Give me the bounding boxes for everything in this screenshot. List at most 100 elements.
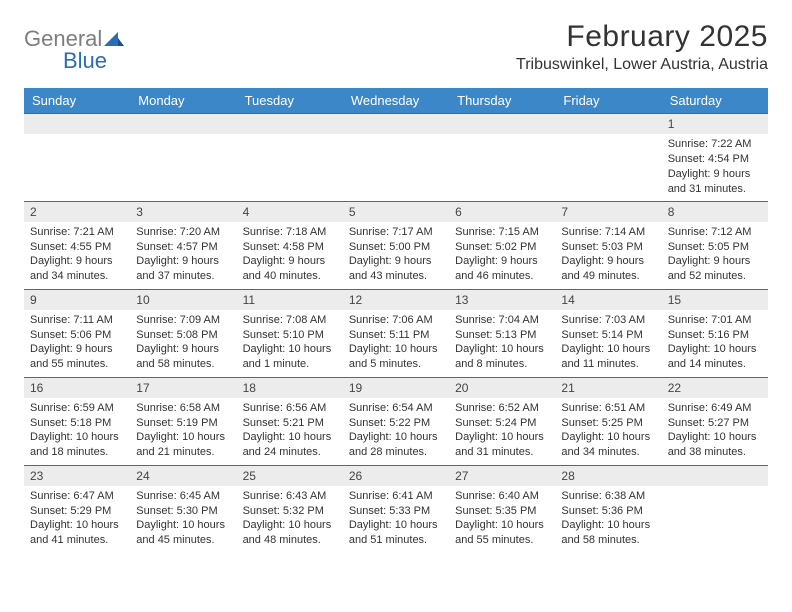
calendar-cell: [555, 113, 661, 201]
day-detail-line: Daylight: 10 hours and 58 minutes.: [561, 518, 655, 548]
day-detail-line: Sunset: 5:05 PM: [668, 240, 762, 255]
calendar-cell: 19Sunrise: 6:54 AMSunset: 5:22 PMDayligh…: [343, 377, 449, 465]
day-detail-line: Daylight: 10 hours and 18 minutes.: [30, 430, 124, 460]
day-detail-line: Sunset: 5:27 PM: [668, 416, 762, 431]
day-detail-line: Daylight: 10 hours and 1 minute.: [243, 342, 337, 372]
day-detail-line: Sunrise: 6:58 AM: [136, 401, 230, 416]
day-detail-line: Sunrise: 6:45 AM: [136, 489, 230, 504]
day-detail-line: Daylight: 9 hours and 49 minutes.: [561, 254, 655, 284]
day-detail-line: Sunset: 5:22 PM: [349, 416, 443, 431]
day-header: Wednesday: [343, 88, 449, 113]
day-detail-line: Sunrise: 7:20 AM: [136, 225, 230, 240]
day-number: [449, 113, 555, 134]
day-details: Sunrise: 7:12 AMSunset: 5:05 PMDaylight:…: [662, 222, 768, 288]
day-details: Sunrise: 7:01 AMSunset: 5:16 PMDaylight:…: [662, 310, 768, 376]
day-detail-line: Sunset: 5:03 PM: [561, 240, 655, 255]
day-details: Sunrise: 7:06 AMSunset: 5:11 PMDaylight:…: [343, 310, 449, 376]
calendar-cell: 10Sunrise: 7:09 AMSunset: 5:08 PMDayligh…: [130, 289, 236, 377]
calendar-cell: 4Sunrise: 7:18 AMSunset: 4:58 PMDaylight…: [237, 201, 343, 289]
day-detail-line: Sunrise: 6:52 AM: [455, 401, 549, 416]
day-details: Sunrise: 6:54 AMSunset: 5:22 PMDaylight:…: [343, 398, 449, 464]
day-detail-line: Daylight: 10 hours and 28 minutes.: [349, 430, 443, 460]
day-detail-line: Sunrise: 7:08 AM: [243, 313, 337, 328]
day-header: Monday: [130, 88, 236, 113]
day-details: Sunrise: 6:41 AMSunset: 5:33 PMDaylight:…: [343, 486, 449, 552]
calendar-cell: 7Sunrise: 7:14 AMSunset: 5:03 PMDaylight…: [555, 201, 661, 289]
day-header: Sunday: [24, 88, 130, 113]
day-details: Sunrise: 6:52 AMSunset: 5:24 PMDaylight:…: [449, 398, 555, 464]
day-detail-line: Sunset: 5:14 PM: [561, 328, 655, 343]
calendar-cell: 3Sunrise: 7:20 AMSunset: 4:57 PMDaylight…: [130, 201, 236, 289]
day-details: Sunrise: 7:17 AMSunset: 5:00 PMDaylight:…: [343, 222, 449, 288]
calendar-cell: 6Sunrise: 7:15 AMSunset: 5:02 PMDaylight…: [449, 201, 555, 289]
day-detail-line: Daylight: 9 hours and 55 minutes.: [30, 342, 124, 372]
day-detail-line: Sunrise: 6:51 AM: [561, 401, 655, 416]
day-details: [555, 134, 661, 141]
calendar-cell: 24Sunrise: 6:45 AMSunset: 5:30 PMDayligh…: [130, 465, 236, 553]
day-details: Sunrise: 6:45 AMSunset: 5:30 PMDaylight:…: [130, 486, 236, 552]
page-title: February 2025: [24, 20, 768, 54]
day-detail-line: Sunset: 5:08 PM: [136, 328, 230, 343]
day-details: Sunrise: 7:15 AMSunset: 5:02 PMDaylight:…: [449, 222, 555, 288]
day-detail-line: Daylight: 9 hours and 46 minutes.: [455, 254, 549, 284]
day-details: Sunrise: 6:47 AMSunset: 5:29 PMDaylight:…: [24, 486, 130, 552]
day-details: Sunrise: 7:14 AMSunset: 5:03 PMDaylight:…: [555, 222, 661, 288]
calendar-cell: 1Sunrise: 7:22 AMSunset: 4:54 PMDaylight…: [662, 113, 768, 201]
day-number: 10: [130, 289, 236, 310]
day-detail-line: Sunset: 4:57 PM: [136, 240, 230, 255]
day-number: [343, 113, 449, 134]
day-detail-line: Sunrise: 6:43 AM: [243, 489, 337, 504]
day-number: 12: [343, 289, 449, 310]
calendar-cell: 18Sunrise: 6:56 AMSunset: 5:21 PMDayligh…: [237, 377, 343, 465]
calendar-cell: 11Sunrise: 7:08 AMSunset: 5:10 PMDayligh…: [237, 289, 343, 377]
calendar-cell: [662, 465, 768, 553]
day-detail-line: Sunrise: 7:04 AM: [455, 313, 549, 328]
day-number: 26: [343, 465, 449, 486]
day-details: Sunrise: 7:04 AMSunset: 5:13 PMDaylight:…: [449, 310, 555, 376]
day-detail-line: Sunset: 4:54 PM: [668, 152, 762, 167]
day-details: [449, 134, 555, 141]
day-number: 28: [555, 465, 661, 486]
day-details: Sunrise: 7:09 AMSunset: 5:08 PMDaylight:…: [130, 310, 236, 376]
day-details: Sunrise: 6:43 AMSunset: 5:32 PMDaylight:…: [237, 486, 343, 552]
day-detail-line: Sunrise: 7:11 AM: [30, 313, 124, 328]
day-number: 25: [237, 465, 343, 486]
day-detail-line: Daylight: 10 hours and 45 minutes.: [136, 518, 230, 548]
day-details: Sunrise: 6:51 AMSunset: 5:25 PMDaylight:…: [555, 398, 661, 464]
day-number: 14: [555, 289, 661, 310]
day-detail-line: Daylight: 9 hours and 58 minutes.: [136, 342, 230, 372]
day-detail-line: Sunset: 5:18 PM: [30, 416, 124, 431]
day-number: 5: [343, 201, 449, 222]
day-detail-line: Sunrise: 6:40 AM: [455, 489, 549, 504]
calendar-cell: [343, 113, 449, 201]
day-header: Friday: [555, 88, 661, 113]
day-header-row: Sunday Monday Tuesday Wednesday Thursday…: [24, 88, 768, 113]
day-number: 21: [555, 377, 661, 398]
day-number: 19: [343, 377, 449, 398]
day-header: Thursday: [449, 88, 555, 113]
calendar-week-row: 2Sunrise: 7:21 AMSunset: 4:55 PMDaylight…: [24, 201, 768, 289]
day-detail-line: Sunrise: 6:59 AM: [30, 401, 124, 416]
day-details: Sunrise: 6:40 AMSunset: 5:35 PMDaylight:…: [449, 486, 555, 552]
calendar-cell: 27Sunrise: 6:40 AMSunset: 5:35 PMDayligh…: [449, 465, 555, 553]
day-detail-line: Sunrise: 7:03 AM: [561, 313, 655, 328]
calendar-cell: [237, 113, 343, 201]
day-detail-line: Daylight: 10 hours and 38 minutes.: [668, 430, 762, 460]
day-detail-line: Sunrise: 7:09 AM: [136, 313, 230, 328]
day-details: Sunrise: 6:59 AMSunset: 5:18 PMDaylight:…: [24, 398, 130, 464]
day-detail-line: Sunrise: 6:56 AM: [243, 401, 337, 416]
day-details: [24, 134, 130, 141]
day-detail-line: Daylight: 10 hours and 41 minutes.: [30, 518, 124, 548]
day-detail-line: Sunset: 5:13 PM: [455, 328, 549, 343]
day-detail-line: Sunset: 5:24 PM: [455, 416, 549, 431]
day-detail-line: Daylight: 9 hours and 37 minutes.: [136, 254, 230, 284]
calendar-week-row: 9Sunrise: 7:11 AMSunset: 5:06 PMDaylight…: [24, 289, 768, 377]
day-details: Sunrise: 7:03 AMSunset: 5:14 PMDaylight:…: [555, 310, 661, 376]
day-details: Sunrise: 6:56 AMSunset: 5:21 PMDaylight:…: [237, 398, 343, 464]
day-detail-line: Sunset: 5:21 PM: [243, 416, 337, 431]
day-detail-line: Daylight: 9 hours and 40 minutes.: [243, 254, 337, 284]
day-details: Sunrise: 7:22 AMSunset: 4:54 PMDaylight:…: [662, 134, 768, 200]
day-detail-line: Daylight: 10 hours and 14 minutes.: [668, 342, 762, 372]
day-detail-line: Sunrise: 6:47 AM: [30, 489, 124, 504]
day-number: [237, 113, 343, 134]
